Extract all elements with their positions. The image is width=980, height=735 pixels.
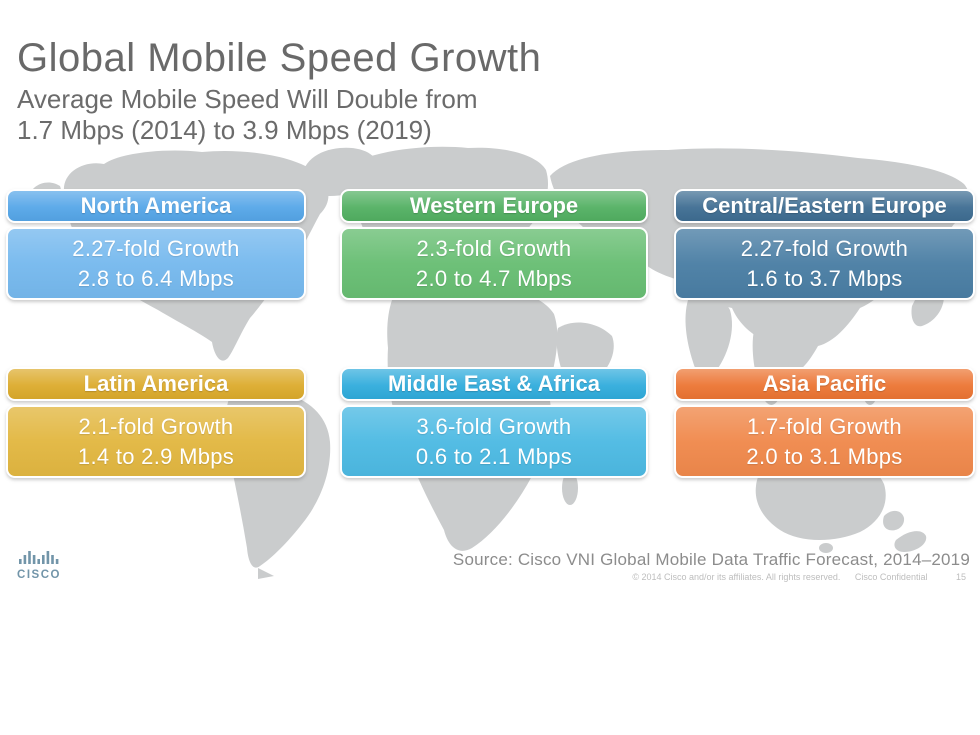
region-header: Asia Pacific bbox=[674, 367, 975, 401]
region-body: 2.1-fold Growth 1.4 to 2.9 Mbps bbox=[6, 405, 306, 478]
region-body: 1.7-fold Growth 2.0 to 3.1 Mbps bbox=[674, 405, 975, 478]
region-speed-range: 2.0 to 4.7 Mbps bbox=[415, 265, 573, 291]
copyright-text: © 2014 Cisco and/or its affiliates. All … bbox=[632, 572, 841, 582]
region-name: North America bbox=[80, 193, 232, 218]
region-name: Asia Pacific bbox=[762, 371, 887, 396]
region-header: Latin America bbox=[6, 367, 306, 401]
cisco-logo-text: CISCO bbox=[17, 569, 61, 581]
legal-footer: © 2014 Cisco and/or its affiliates. All … bbox=[632, 572, 966, 582]
region-body: 2.3-fold Growth 2.0 to 4.7 Mbps bbox=[340, 227, 648, 300]
region-name: Western Europe bbox=[409, 193, 579, 218]
region-growth: 2.27-fold Growth bbox=[72, 236, 240, 262]
region-card-asia-pacific: Asia Pacific 1.7-fold Growth 2.0 to 3.1 … bbox=[674, 367, 975, 478]
region-speed-range: 2.0 to 3.1 Mbps bbox=[746, 443, 903, 469]
region-speed-range: 0.6 to 2.1 Mbps bbox=[415, 443, 573, 469]
region-header: North America bbox=[6, 189, 306, 223]
map-tierra-del-fuego bbox=[258, 568, 274, 579]
region-growth: 1.7-fold Growth bbox=[747, 414, 902, 440]
map-new-zealand-north bbox=[883, 510, 905, 531]
region-name: Middle East & Africa bbox=[388, 371, 600, 396]
region-card-western-europe: Western Europe 2.3-fold Growth 2.0 to 4.… bbox=[340, 189, 648, 300]
slide-subtitle-line1: Average Mobile Speed Will Double from bbox=[17, 84, 478, 114]
map-madagascar bbox=[562, 471, 578, 505]
region-card-north-america: North America 2.27-fold Growth 2.8 to 6.… bbox=[6, 189, 306, 300]
region-name: Central/Eastern Europe bbox=[702, 193, 947, 218]
confidential-label: Cisco Confidential bbox=[854, 572, 928, 582]
region-speed-range: 1.4 to 2.9 Mbps bbox=[77, 443, 235, 469]
region-header: Middle East & Africa bbox=[340, 367, 648, 401]
map-india bbox=[685, 294, 733, 378]
cisco-logo: CISCO bbox=[17, 551, 61, 581]
region-header: Western Europe bbox=[340, 189, 648, 223]
page-number: 15 bbox=[955, 572, 966, 582]
source-attribution: Source: Cisco VNI Global Mobile Data Tra… bbox=[452, 550, 970, 569]
map-tasmania bbox=[819, 543, 833, 553]
region-speed-range: 2.8 to 6.4 Mbps bbox=[77, 265, 235, 291]
region-speed-range: 1.6 to 3.7 Mbps bbox=[746, 265, 903, 291]
region-name: Latin America bbox=[83, 371, 229, 396]
map-new-zealand-south bbox=[894, 531, 927, 552]
region-growth: 2.3-fold Growth bbox=[416, 236, 572, 262]
slide-subtitle-line2: 1.7 Mbps (2014) to 3.9 Mbps (2019) bbox=[17, 115, 432, 146]
region-card-latin-america: Latin America 2.1-fold Growth 1.4 to 2.9… bbox=[6, 367, 306, 478]
slide-title: Global Mobile Speed Growth bbox=[17, 36, 542, 80]
region-body: 2.27-fold Growth 1.6 to 3.7 Mbps bbox=[674, 227, 975, 300]
region-body: 2.27-fold Growth 2.8 to 6.4 Mbps bbox=[6, 227, 306, 300]
region-growth: 3.6-fold Growth bbox=[416, 414, 572, 440]
header-block: Global Mobile Speed Growth Average Mobil… bbox=[17, 36, 541, 146]
region-growth: 2.1-fold Growth bbox=[78, 414, 234, 440]
region-card-central-eastern-europe: Central/Eastern Europe 2.27-fold Growth … bbox=[674, 189, 975, 300]
region-card-middle-east-africa: Middle East & Africa 3.6-fold Growth 0.6… bbox=[340, 367, 648, 478]
region-body: 3.6-fold Growth 0.6 to 2.1 Mbps bbox=[340, 405, 648, 478]
region-growth: 2.27-fold Growth bbox=[740, 236, 909, 262]
region-header: Central/Eastern Europe bbox=[674, 189, 975, 223]
